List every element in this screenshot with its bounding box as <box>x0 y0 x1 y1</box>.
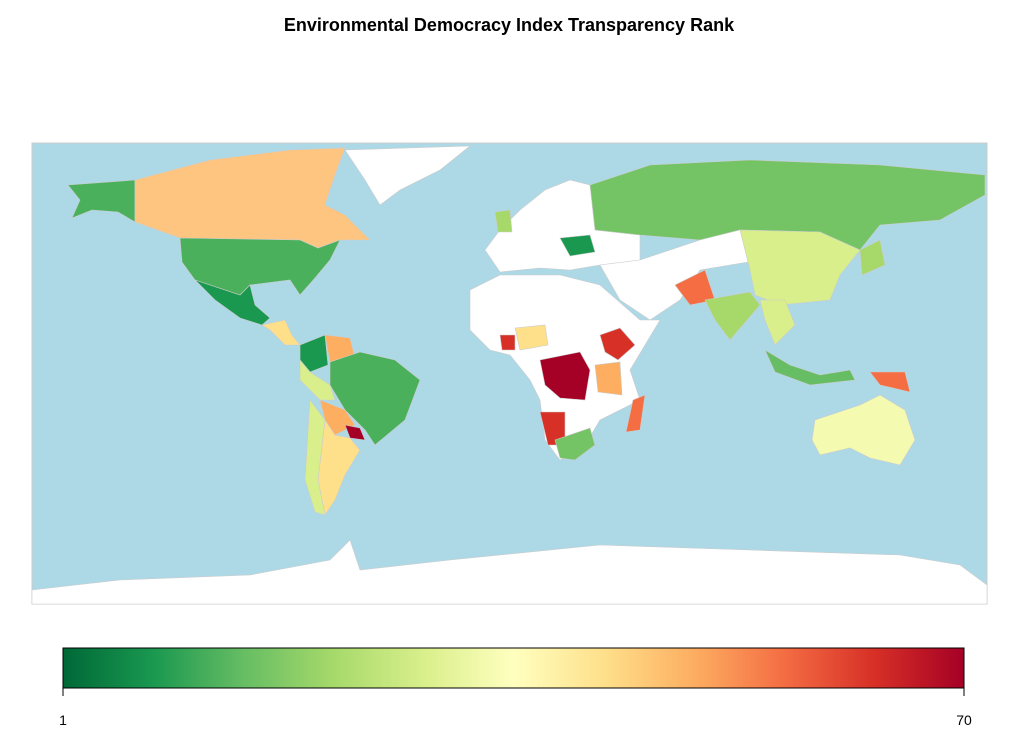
title: Environmental Democracy Index Transparen… <box>284 15 735 35</box>
land <box>539 351 591 401</box>
land <box>299 334 329 373</box>
land <box>514 324 549 351</box>
land <box>739 229 861 306</box>
land <box>869 371 911 393</box>
land <box>329 351 421 446</box>
land <box>625 394 646 433</box>
land <box>499 334 516 351</box>
land <box>594 361 623 396</box>
land <box>759 299 796 346</box>
land <box>764 349 856 386</box>
tick-label: 1 <box>59 712 67 728</box>
land <box>589 159 986 251</box>
land <box>31 539 988 605</box>
colorbar-gradient <box>62 647 965 689</box>
land <box>344 424 366 441</box>
land <box>599 327 636 361</box>
land <box>494 209 513 233</box>
land <box>299 359 336 401</box>
colorbar: 1 70 <box>59 647 972 728</box>
world-map <box>31 142 988 605</box>
land <box>304 399 326 516</box>
tick-label: 70 <box>956 712 972 728</box>
land <box>859 239 886 276</box>
land <box>811 394 916 466</box>
land <box>194 279 271 326</box>
land <box>704 291 761 341</box>
land <box>559 234 596 257</box>
land <box>554 427 596 461</box>
land <box>599 229 761 321</box>
land <box>344 145 471 206</box>
